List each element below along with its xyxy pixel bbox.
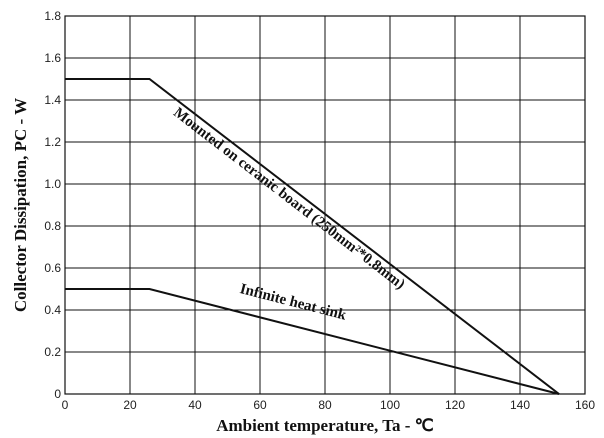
x-tick-label: 40 (188, 398, 202, 412)
series-annotation-1: Infinite heat sink (238, 281, 348, 324)
y-tick-label: 0.4 (44, 303, 61, 317)
x-tick-labels: 0 20 40 60 80 100 120 140 160 (62, 398, 596, 412)
y-axis-label: Collector Dissipation, PC - W (11, 98, 30, 312)
y-tick-label: 0.2 (44, 345, 61, 359)
y-tick-label: 1.2 (44, 135, 61, 149)
series-lines (65, 78, 560, 395)
y-tick-label: 1.0 (44, 177, 61, 191)
x-tick-label: 80 (318, 398, 332, 412)
plot-frame (64, 15, 586, 395)
x-tick-label: 140 (510, 398, 530, 412)
x-tick-label: 160 (575, 398, 595, 412)
series-line-0 (65, 78, 560, 395)
y-tick-label: 0 (54, 387, 61, 401)
y-tick-label: 0.6 (44, 261, 61, 275)
y-tick-labels: 0 0.2 0.4 0.6 0.8 1.0 1.2 1.4 1.6 1.8 (44, 9, 61, 401)
x-axis-label: Ambient temperature, Ta - ℃ (216, 416, 434, 435)
y-tick-label: 1.8 (44, 9, 61, 23)
series-line-1 (65, 288, 560, 395)
y-tick-label: 1.4 (44, 93, 61, 107)
x-tick-label: 0 (62, 398, 69, 412)
grid-lines (65, 16, 585, 394)
x-tick-label: 120 (445, 398, 465, 412)
series-annotation-0: Mounted on ceranic board (250mm²*0.8mm) (170, 105, 408, 293)
x-tick-label: 20 (123, 398, 137, 412)
series-annotations: Mounted on ceranic board (250mm²*0.8mm)I… (170, 105, 408, 324)
y-tick-label: 1.6 (44, 51, 61, 65)
x-tick-label: 100 (380, 398, 400, 412)
y-tick-label: 0.8 (44, 219, 61, 233)
x-tick-label: 60 (253, 398, 267, 412)
